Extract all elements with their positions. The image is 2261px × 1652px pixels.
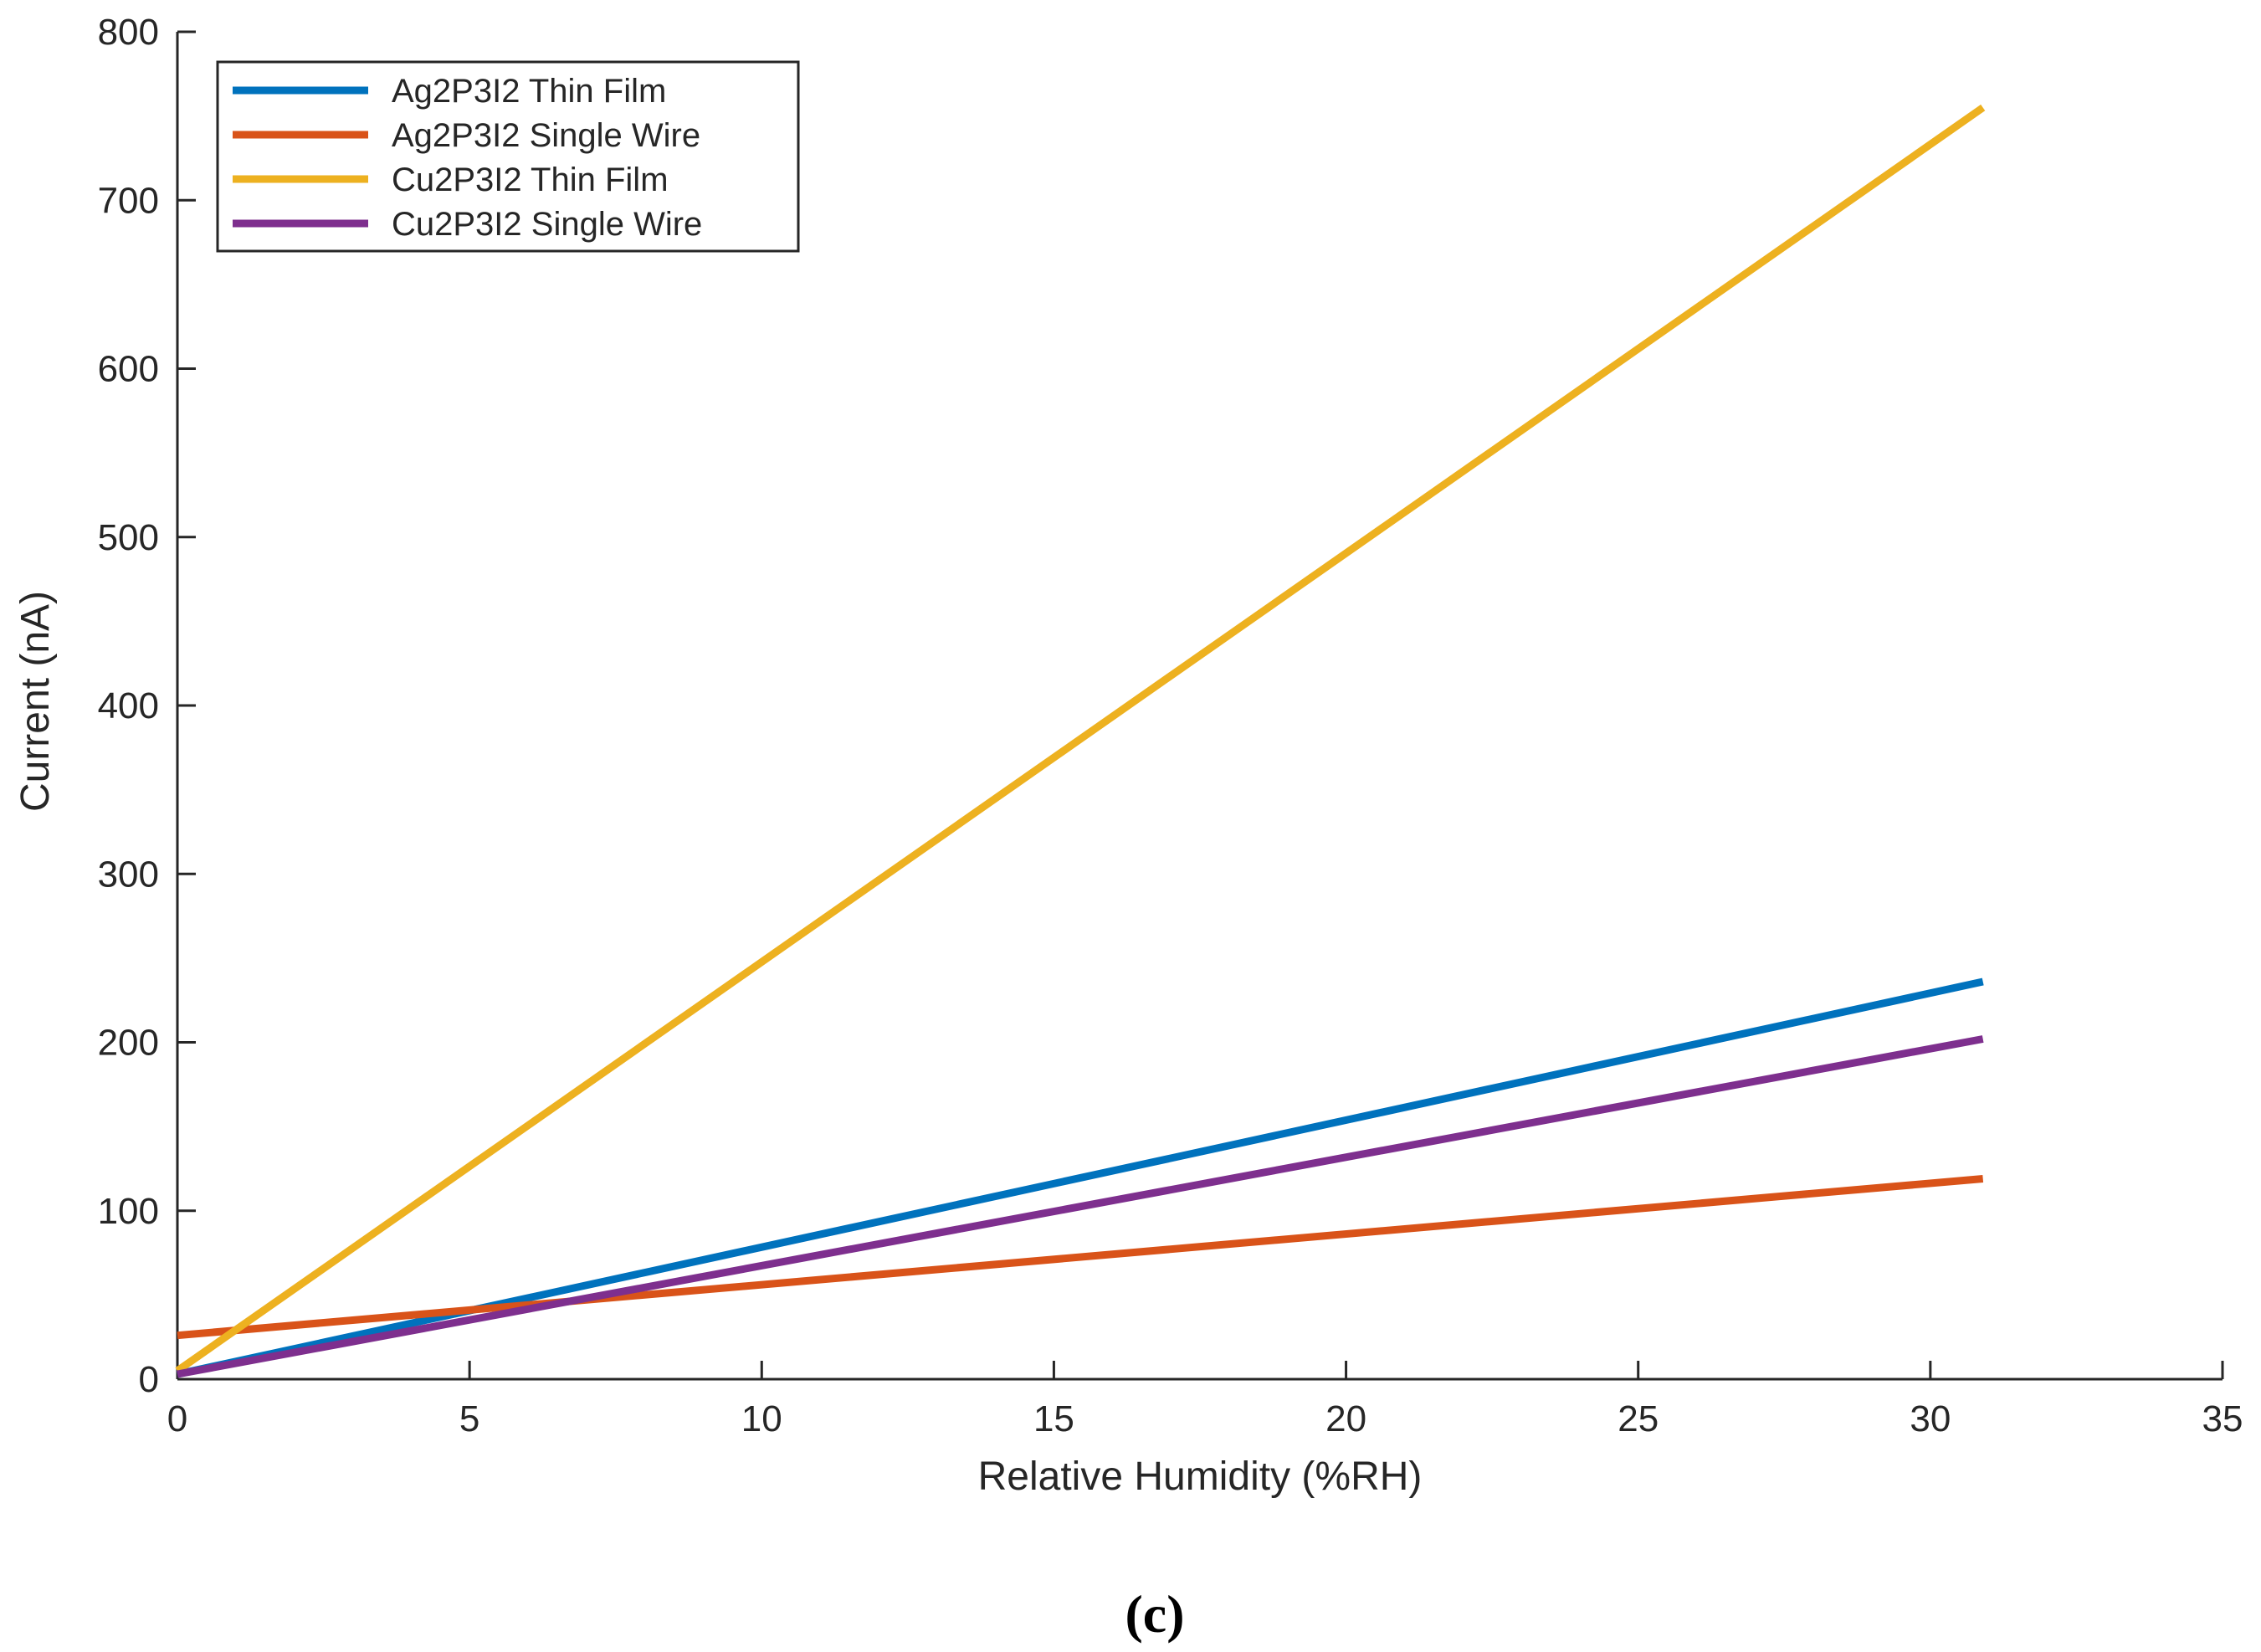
legend-entry: Cu2P3I2 Single Wire bbox=[392, 206, 702, 243]
x-tick-label: 35 bbox=[2202, 1398, 2243, 1439]
legend-entry: Ag2P3I2 Single Wire bbox=[392, 117, 700, 154]
legend-entry: Cu2P3I2 Thin Film bbox=[392, 162, 669, 198]
x-tick-label: 15 bbox=[1033, 1398, 1074, 1439]
y-tick-label: 100 bbox=[98, 1191, 159, 1232]
figure-caption: (c) bbox=[1125, 1584, 1184, 1644]
x-tick-label: 10 bbox=[741, 1398, 782, 1439]
x-axis-title: Relative Humidity (%RH) bbox=[978, 1454, 1423, 1499]
y-tick-label: 400 bbox=[98, 685, 159, 726]
series-layer bbox=[175, 104, 1986, 1378]
x-tick-label: 30 bbox=[1910, 1398, 1951, 1439]
y-tick-label: 300 bbox=[98, 854, 159, 895]
x-tick-label: 20 bbox=[1325, 1398, 1366, 1439]
y-tick-label: 800 bbox=[98, 12, 159, 53]
x-tick-label: 5 bbox=[459, 1398, 479, 1439]
y-tick-label: 600 bbox=[98, 349, 159, 390]
y-axis: 0 100 200 300 400 500 600 700 800 bbox=[98, 12, 196, 1400]
y-tick-label: 500 bbox=[98, 517, 159, 558]
series-line-cu2p3i2-thin-film bbox=[175, 104, 1986, 1374]
series-line-ag2p3i2-single-wire bbox=[177, 1175, 1984, 1340]
y-tick-label: 700 bbox=[98, 180, 159, 221]
x-tick-label: 25 bbox=[1618, 1398, 1659, 1439]
legend-entry: Ag2P3I2 Thin Film bbox=[392, 73, 666, 110]
x-axis: 0 5 10 15 20 25 30 35 bbox=[167, 1361, 2243, 1439]
y-tick-label: 200 bbox=[98, 1023, 159, 1064]
y-tick-label: 0 bbox=[139, 1359, 159, 1400]
series-line-cu2p3i2-single-wire bbox=[177, 1035, 1984, 1378]
y-axis-title: Current (nA) bbox=[13, 591, 58, 812]
legend: Ag2P3I2 Thin Film Ag2P3I2 Single Wire Cu2P… bbox=[216, 60, 800, 253]
x-tick-label: 0 bbox=[167, 1398, 187, 1439]
